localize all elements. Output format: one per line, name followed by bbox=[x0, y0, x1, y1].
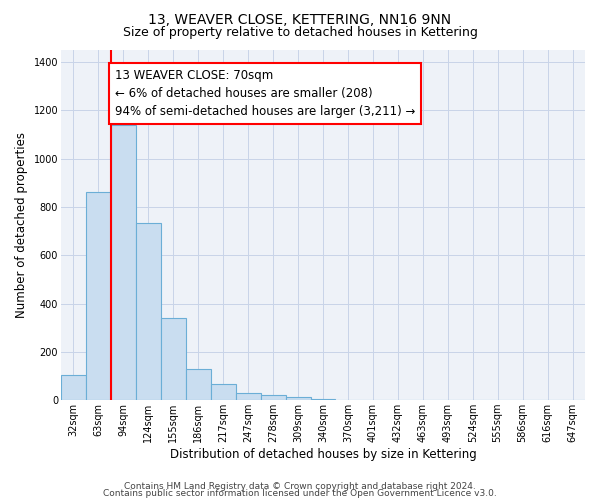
Bar bbox=[236, 393, 260, 400]
Bar bbox=[311, 399, 335, 400]
Bar bbox=[86, 192, 111, 400]
Bar bbox=[111, 125, 136, 400]
Bar bbox=[61, 375, 86, 400]
X-axis label: Distribution of detached houses by size in Kettering: Distribution of detached houses by size … bbox=[170, 448, 476, 461]
Bar bbox=[211, 384, 236, 400]
Bar bbox=[186, 369, 211, 400]
Bar bbox=[286, 396, 311, 400]
Y-axis label: Number of detached properties: Number of detached properties bbox=[15, 132, 28, 318]
Bar bbox=[136, 222, 161, 400]
Text: Contains HM Land Registry data © Crown copyright and database right 2024.: Contains HM Land Registry data © Crown c… bbox=[124, 482, 476, 491]
Bar bbox=[260, 395, 286, 400]
Bar bbox=[161, 318, 186, 400]
Text: 13, WEAVER CLOSE, KETTERING, NN16 9NN: 13, WEAVER CLOSE, KETTERING, NN16 9NN bbox=[148, 12, 452, 26]
Text: Size of property relative to detached houses in Kettering: Size of property relative to detached ho… bbox=[122, 26, 478, 39]
Text: 13 WEAVER CLOSE: 70sqm
← 6% of detached houses are smaller (208)
94% of semi-det: 13 WEAVER CLOSE: 70sqm ← 6% of detached … bbox=[115, 70, 415, 118]
Text: Contains public sector information licensed under the Open Government Licence v3: Contains public sector information licen… bbox=[103, 489, 497, 498]
